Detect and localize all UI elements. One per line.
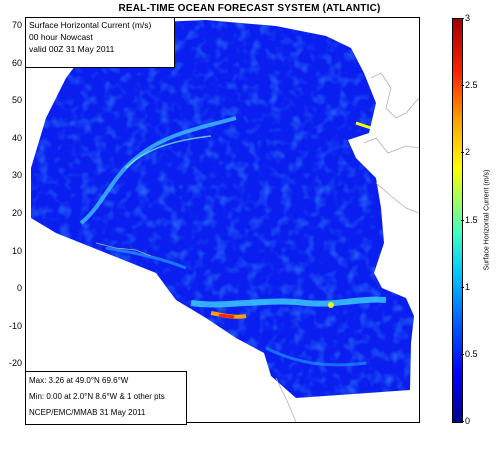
max-stat: Max: 3.26 at 49.0°N 69.6°W xyxy=(29,376,129,385)
latitude-tick-label: 20 xyxy=(11,208,22,218)
map-plot-area xyxy=(25,17,420,423)
latitude-tick-label: 60 xyxy=(11,57,22,68)
stats-info-box: Max: 3.26 at 49.0°N 69.6°W Min: 0.00 at … xyxy=(25,371,187,425)
latitude-tick-label: 30 xyxy=(11,170,22,181)
latitude-tick-label: 40 xyxy=(11,132,22,143)
colorbar-tick-label: 0.5 xyxy=(465,348,478,359)
colorbar xyxy=(452,18,463,423)
latitude-tick-label: -10 xyxy=(8,320,22,331)
variable-info-box: Surface Horizontal Current (m/s) 00 hour… xyxy=(25,17,175,68)
forecast-hour-label: 00 hour Nowcast xyxy=(29,32,93,42)
gulf-stream-current xyxy=(79,116,237,225)
min-stat: Min: 0.00 at 2.0°N 8.6°W & 1 other pts xyxy=(29,392,165,401)
equatorial-current xyxy=(190,296,387,308)
latitude-tick-label: 50 xyxy=(11,95,22,106)
map-title: REAL-TIME OCEAN FORECAST SYSTEM (ATLANTI… xyxy=(118,3,381,14)
colorbar-tick-mark xyxy=(461,286,464,288)
credit-text: NCEP/EMC/MMAB 31 May 2011 xyxy=(29,408,146,417)
latitude-tick-label: 10 xyxy=(11,245,22,256)
colorbar-tick-label: 1.5 xyxy=(465,214,478,225)
colorbar-tick-mark xyxy=(461,353,464,355)
latitude-tick-label: -20 xyxy=(8,358,22,369)
coastlines xyxy=(95,72,419,422)
colorbar-tick-mark xyxy=(461,219,464,221)
ocean-map-svg xyxy=(31,20,419,422)
colorbar-tick-label: 2.5 xyxy=(465,80,478,91)
colorbar-tick-label: 3 xyxy=(465,13,471,23)
variable-label: Surface Horizontal Current (m/s) xyxy=(29,20,152,30)
colorbar-tick-mark xyxy=(461,85,464,87)
colorbar-tick-mark xyxy=(461,18,464,19)
colorbar-tick-mark xyxy=(461,421,464,422)
colorbar-tick-label: 1 xyxy=(465,281,471,292)
colorbar-tick-label: 0 xyxy=(465,416,471,426)
north-sea-hotspot xyxy=(355,121,372,130)
colorbar-label: Surface Horizontal Current (m/s) xyxy=(483,169,491,271)
colorbar-tick-mark xyxy=(461,152,464,154)
latitude-tick-label: 70 xyxy=(11,20,22,30)
valid-time-label: valid 00Z 31 May 2011 xyxy=(29,44,115,54)
colorbar-tick-label: 2 xyxy=(465,147,471,158)
latitude-tick-label: 0 xyxy=(16,283,22,294)
ocean-field xyxy=(31,20,414,398)
